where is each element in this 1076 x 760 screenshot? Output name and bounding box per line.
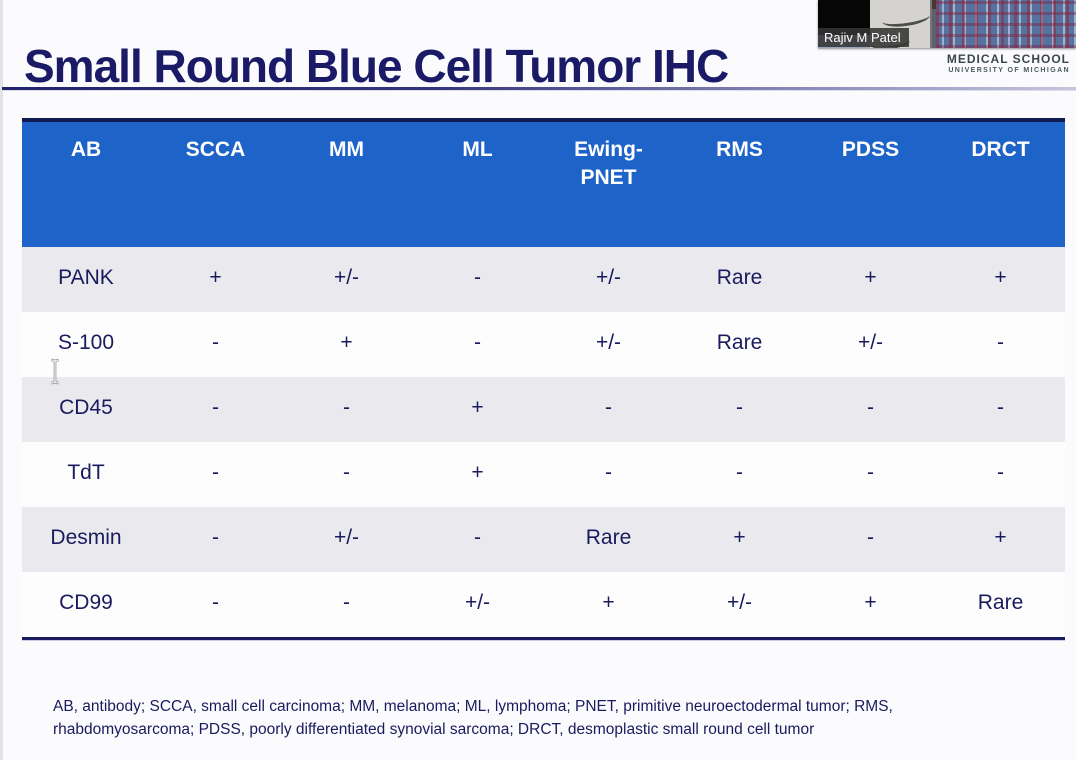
cell: - [150, 507, 281, 572]
cell: + [281, 312, 412, 377]
video-shadow [930, 0, 937, 48]
cell: - [150, 377, 281, 442]
title-divider [2, 87, 1076, 90]
column-header-rms: RMS [674, 120, 805, 247]
cell: - [805, 507, 936, 572]
cell: - [281, 377, 412, 442]
cell: + [936, 247, 1065, 312]
cell: - [281, 572, 412, 639]
row-label: TdT [22, 442, 150, 507]
window-left-edge [0, 0, 3, 760]
table-row-cd45: CD45 - - + - - - - [22, 377, 1065, 442]
cell: + [674, 507, 805, 572]
cell: - [805, 377, 936, 442]
cell: - [412, 312, 543, 377]
cell: Rare [674, 312, 805, 377]
row-label: Desmin [22, 507, 150, 572]
cell: + [543, 572, 674, 639]
cell: +/- [543, 247, 674, 312]
cell: + [805, 247, 936, 312]
cell: - [674, 377, 805, 442]
cell: - [412, 507, 543, 572]
cell: - [936, 442, 1065, 507]
cell: - [936, 312, 1065, 377]
cell: - [150, 312, 281, 377]
cell: + [805, 572, 936, 639]
cell: - [543, 442, 674, 507]
cell: - [412, 247, 543, 312]
logo-university: UNIVERSITY OF MICHIGAN [948, 67, 1070, 75]
cell: Rare [936, 572, 1065, 639]
cell: - [543, 377, 674, 442]
cell: + [936, 507, 1065, 572]
column-header-ewing-pnet: Ewing- PNET [543, 120, 674, 247]
cell: + [150, 247, 281, 312]
cell: - [805, 442, 936, 507]
ihc-table: AB SCCA MM ML Ewing- PNET RMS PDSS DRCT … [22, 118, 1065, 640]
participant-name-label: Rajiv M Patel [818, 28, 909, 47]
cell: - [150, 442, 281, 507]
ihc-table-container: AB SCCA MM ML Ewing- PNET RMS PDSS DRCT … [22, 118, 1065, 641]
column-header-ml: ML [412, 120, 543, 247]
column-header-mm: MM [281, 120, 412, 247]
cell: +/- [412, 572, 543, 639]
slide-title: Small Round Blue Cell Tumor IHC [24, 39, 729, 92]
row-label: CD45 [22, 377, 150, 442]
cell: - [674, 442, 805, 507]
participant-plaid-shirt [936, 0, 1076, 48]
cell: + [412, 442, 543, 507]
table-row-cd99: CD99 - - +/- + +/- + Rare [22, 572, 1065, 639]
table-row-tdt: TdT - - + - - - - [22, 442, 1065, 507]
cell: +/- [805, 312, 936, 377]
cell: - [150, 572, 281, 639]
cell: +/- [281, 507, 412, 572]
header-row: AB SCCA MM ML Ewing- PNET RMS PDSS DRCT [22, 120, 1065, 247]
cell: Rare [674, 247, 805, 312]
abbreviation-footnote: AB, antibody; SCCA, small cell carcinoma… [53, 698, 893, 738]
cell: + [412, 377, 543, 442]
column-header-drct: DRCT [936, 120, 1065, 247]
logo-medical-school: MEDICAL SCHOOL [946, 52, 1070, 66]
column-header-scca: SCCA [150, 120, 281, 247]
row-label: S-100 [22, 312, 150, 377]
table-row-pank: PANK + +/- - +/- Rare + + [22, 247, 1065, 312]
row-label: PANK [22, 247, 150, 312]
participant-video-thumbnail[interactable]: Rajiv M Patel [818, 0, 1076, 48]
cell: +/- [281, 247, 412, 312]
table-row-s100: S-100 - + - +/- Rare +/- - [22, 312, 1065, 377]
cell: - [281, 442, 412, 507]
table-row-desmin: Desmin - +/- - Rare + - + [22, 507, 1065, 572]
row-label: CD99 [22, 572, 150, 639]
cell: Rare [543, 507, 674, 572]
cell: +/- [543, 312, 674, 377]
cell: +/- [674, 572, 805, 639]
university-logo: MEDICAL SCHOOL UNIVERSITY OF MICHIGAN [946, 52, 1070, 75]
column-header-pdss: PDSS [805, 120, 936, 247]
column-header-ab: AB [22, 120, 150, 247]
cell: - [936, 377, 1065, 442]
